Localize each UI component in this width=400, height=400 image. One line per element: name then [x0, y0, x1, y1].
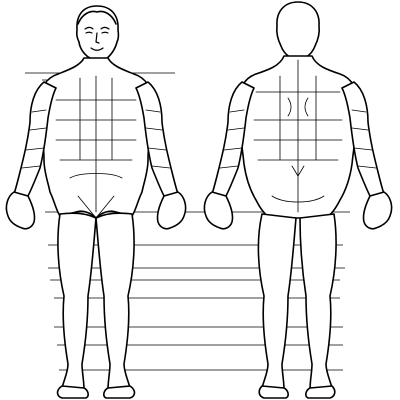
back-right-foot: [306, 386, 335, 398]
front-right-leg: [96, 213, 134, 390]
back-left-foot: [259, 386, 288, 398]
front-figure: [6, 6, 185, 398]
back-left-leg: [258, 214, 296, 390]
front-head: [77, 6, 119, 62]
back-right-hand: [363, 192, 391, 229]
front-left-foot: [58, 386, 89, 398]
back-head: [277, 2, 320, 60]
front-right-foot: [104, 386, 135, 398]
front-left-leg: [58, 213, 96, 390]
front-right-hand: [157, 192, 185, 229]
back-left-hand: [204, 192, 232, 229]
back-right-leg: [300, 214, 336, 390]
back-figure: [204, 2, 391, 398]
front-left-hand: [6, 192, 34, 229]
